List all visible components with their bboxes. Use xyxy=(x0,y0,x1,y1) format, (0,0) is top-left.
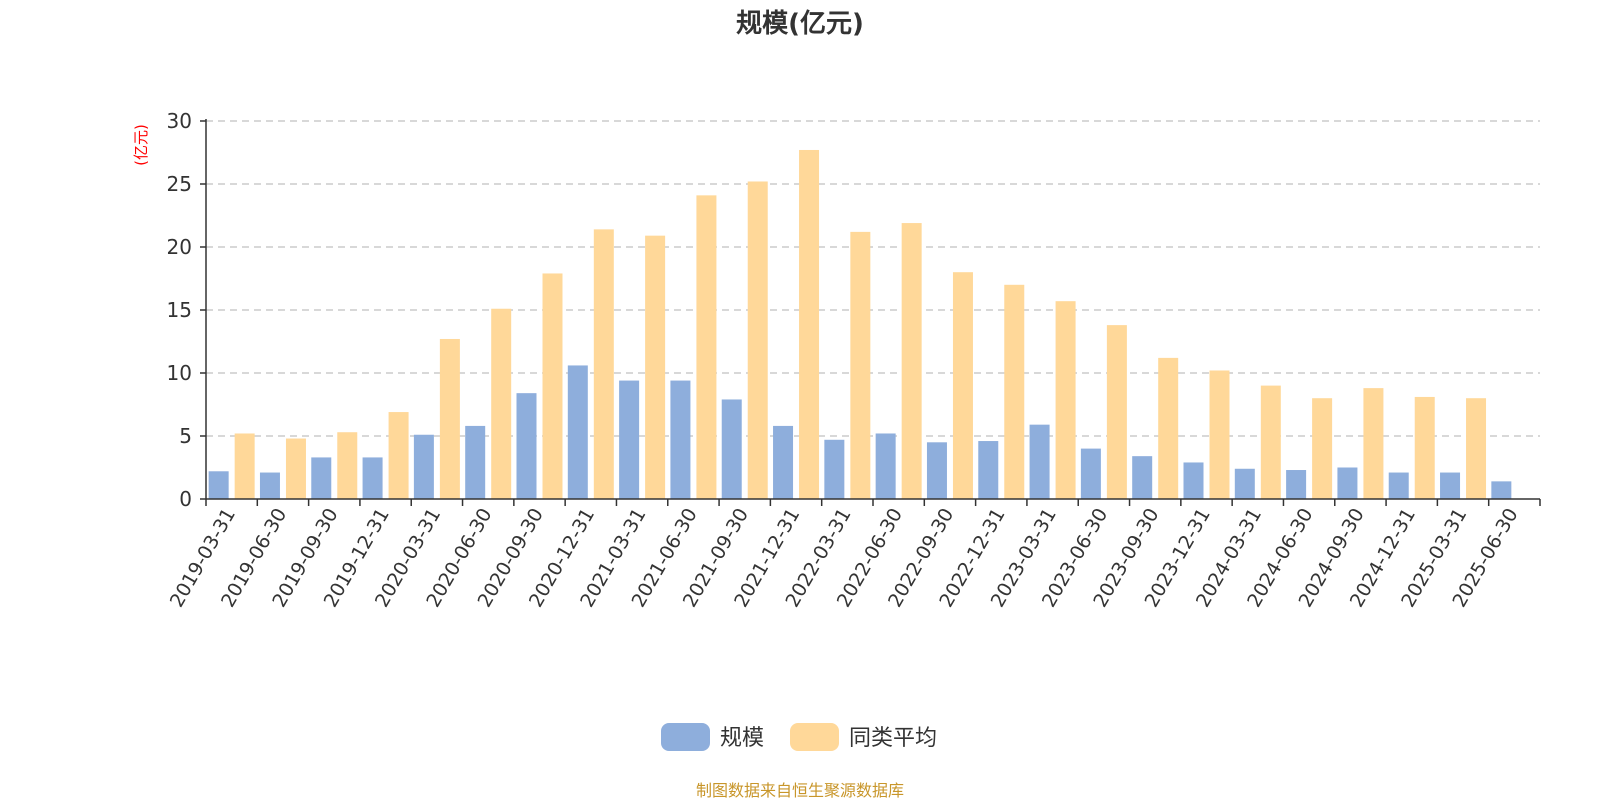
bar-peer-average[interactable] xyxy=(952,272,973,499)
bar-scale[interactable] xyxy=(926,442,947,499)
bar-scale[interactable] xyxy=(516,393,537,499)
bar-peer-average[interactable] xyxy=(1004,284,1025,499)
bar-scale[interactable] xyxy=(1029,424,1050,499)
bar-scale[interactable] xyxy=(413,434,434,499)
bar-peer-average[interactable] xyxy=(799,149,820,500)
bar-scale[interactable] xyxy=(1286,470,1307,499)
bars-group xyxy=(208,149,1512,500)
bar-peer-average[interactable] xyxy=(1312,398,1333,499)
bar-peer-average[interactable] xyxy=(645,235,666,499)
bar-scale[interactable] xyxy=(1337,467,1358,500)
bar-scale[interactable] xyxy=(1183,462,1204,499)
bar-scale[interactable] xyxy=(619,380,640,499)
bar-scale[interactable] xyxy=(1388,472,1409,499)
bar-scale[interactable] xyxy=(1491,481,1512,499)
chart-title: 规模(亿元) xyxy=(736,9,864,39)
bar-scale[interactable] xyxy=(208,471,229,499)
bar-peer-average[interactable] xyxy=(1055,301,1076,499)
bar-scale[interactable] xyxy=(465,425,486,499)
bar-scale[interactable] xyxy=(721,399,742,499)
bar-scale[interactable] xyxy=(567,365,588,499)
bar-peer-average[interactable] xyxy=(491,308,512,499)
legend-swatch-peer-average[interactable] xyxy=(790,723,839,751)
bar-peer-average[interactable] xyxy=(747,181,768,500)
data-source-note: 制图数据来自恒生聚源数据库 xyxy=(696,781,904,800)
bar-peer-average[interactable] xyxy=(1466,398,1487,499)
bar-peer-average[interactable] xyxy=(1260,385,1281,499)
bar-scale[interactable] xyxy=(259,472,280,499)
axes xyxy=(205,119,1541,506)
bar-scale[interactable] xyxy=(875,433,896,499)
bar-scale[interactable] xyxy=(1440,472,1461,499)
bar-scale[interactable] xyxy=(773,425,794,499)
bar-peer-average[interactable] xyxy=(542,273,563,499)
y-tick-labels: 0 5 10 15 20 25 30 xyxy=(167,109,206,511)
grid-lines xyxy=(206,120,1540,437)
bar-scale[interactable] xyxy=(1234,468,1255,499)
y-axis-unit-label: (亿元) xyxy=(132,124,150,166)
y-tick-label: 15 xyxy=(167,298,192,322)
bar-peer-average[interactable] xyxy=(850,231,871,499)
x-tick-labels: 2019-03-312019-06-302019-09-302019-12-31… xyxy=(166,505,1523,612)
y-tick-label: 20 xyxy=(167,235,192,259)
bar-peer-average[interactable] xyxy=(234,433,255,499)
bar-scale[interactable] xyxy=(978,441,999,499)
y-tick-label: 25 xyxy=(167,172,192,196)
legend-label-peer-average: 同类平均 xyxy=(849,726,937,751)
y-tick-label: 10 xyxy=(167,361,192,385)
bar-peer-average[interactable] xyxy=(901,223,922,499)
bar-peer-average[interactable] xyxy=(1414,396,1435,499)
bar-scale[interactable] xyxy=(1080,448,1101,499)
bar-peer-average[interactable] xyxy=(1363,388,1384,499)
bar-scale[interactable] xyxy=(670,380,691,499)
y-tick-label: 0 xyxy=(179,487,192,511)
y-tick-label: 5 xyxy=(179,424,192,448)
bar-peer-average[interactable] xyxy=(1209,370,1230,499)
bar-peer-average[interactable] xyxy=(1158,357,1179,499)
bar-peer-average[interactable] xyxy=(593,229,614,500)
bar-scale[interactable] xyxy=(824,439,845,499)
bar-scale[interactable] xyxy=(362,457,383,499)
bar-peer-average[interactable] xyxy=(388,412,409,499)
legend: 规模 同类平均 xyxy=(661,723,937,751)
y-tick-label: 30 xyxy=(167,109,192,133)
bar-peer-average[interactable] xyxy=(439,338,460,499)
bar-peer-average[interactable] xyxy=(1106,325,1127,499)
legend-label-scale: 规模 xyxy=(720,726,764,751)
bar-peer-average[interactable] xyxy=(285,438,306,499)
legend-swatch-scale[interactable] xyxy=(661,723,710,751)
bar-scale[interactable] xyxy=(311,457,332,499)
bar-peer-average[interactable] xyxy=(696,195,717,499)
bar-scale[interactable] xyxy=(1132,456,1153,499)
bar-peer-average[interactable] xyxy=(337,432,358,499)
